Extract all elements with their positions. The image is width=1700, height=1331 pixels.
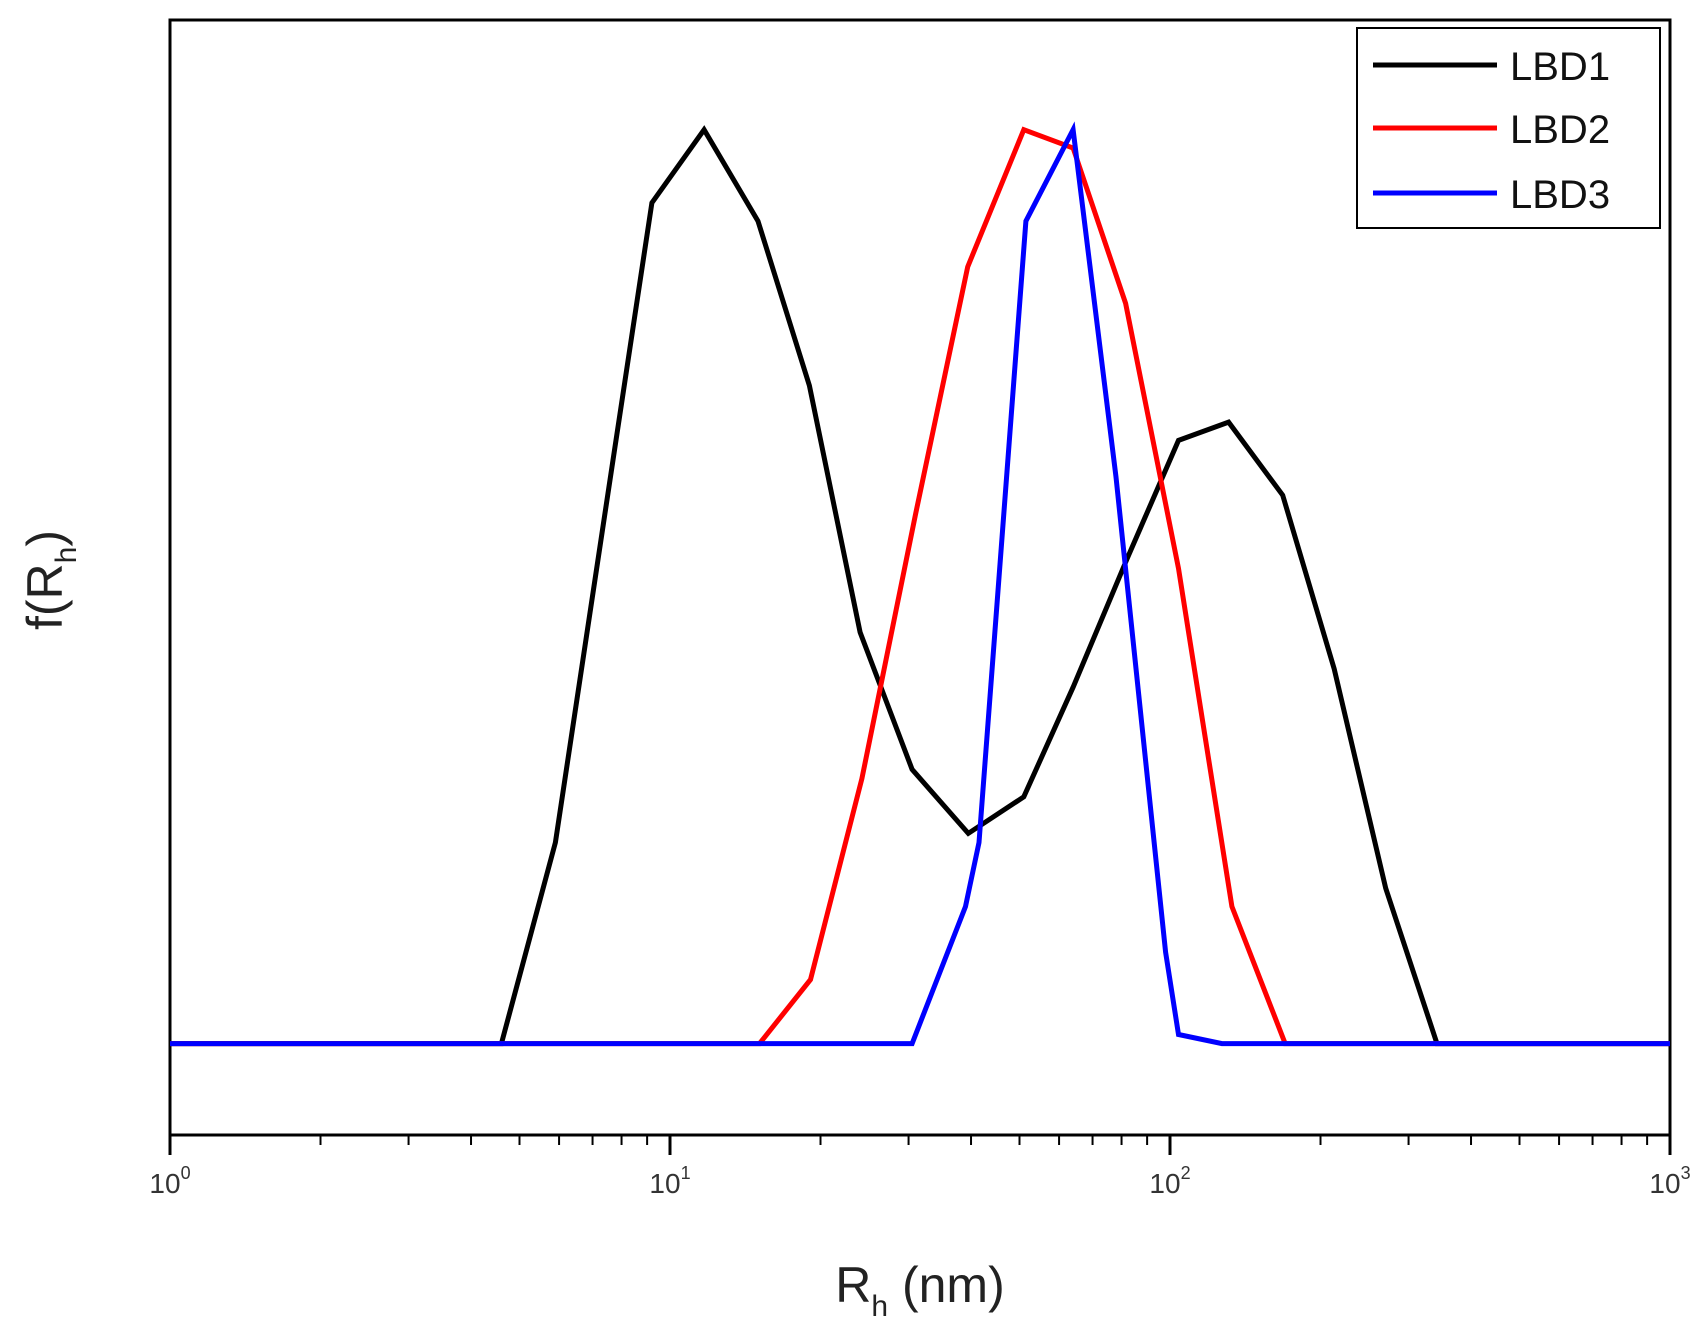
x-tick-label: 103 [1649,1163,1690,1199]
series-line-lbd3 [170,121,1670,1047]
series-lines [170,121,1670,1047]
x-axis-title-sub: h [871,1290,888,1323]
x-tick-label-exponent: 0 [181,1163,191,1183]
legend-label-lbd3: LBD3 [1510,173,1610,217]
legend-label-lbd1: LBD1 [1510,45,1610,89]
series-line-lbd2 [170,126,1670,1047]
x-tick-label-exponent: 3 [1681,1163,1691,1183]
legend-label-lbd2: LBD2 [1510,108,1610,152]
x-axis-title: Rh (nm) [835,1257,1004,1323]
x-axis-title-rest: (nm) [888,1257,1005,1313]
x-tick-label: 100 [149,1163,190,1199]
y-axis-title-base: f(R [17,563,73,630]
x-tick-label-base: 10 [1149,1168,1180,1199]
y-axis-title-sub: h [50,547,83,564]
plot-frame [168,18,1672,1137]
legend: LBD1 LBD2 LBD3 [1356,27,1661,229]
y-axis-title: f(Rh) [17,530,83,630]
x-tick-label-exponent: 1 [681,1163,691,1183]
y-axis-title-rest: ) [17,530,73,547]
x-tick-label-base: 10 [149,1168,180,1199]
x-tick-label: 102 [1149,1163,1190,1199]
x-tick-label-base: 10 [1649,1168,1680,1199]
x-axis-title-base: R [835,1257,871,1313]
x-tick-label: 101 [649,1163,690,1199]
x-tick-label-exponent: 2 [1181,1163,1191,1183]
x-minor-ticks [319,1135,1649,1145]
series-line-lbd1 [170,125,1670,1047]
x-major-ticks [168,1135,1672,1155]
x-tick-label-base: 10 [649,1168,680,1199]
x-tick-labels: 100 101 102 103 [149,1163,1690,1199]
